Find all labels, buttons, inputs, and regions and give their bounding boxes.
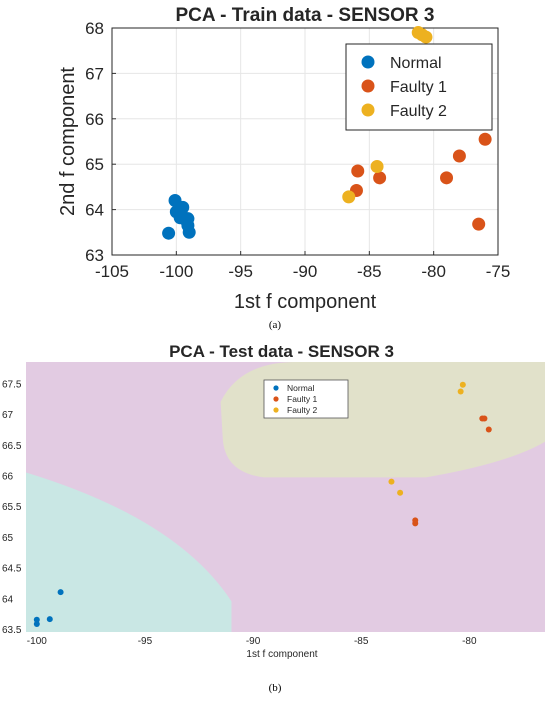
- legend-label-faulty-2: Faulty 2: [287, 405, 318, 415]
- data-point-normal: [57, 589, 64, 596]
- data-point-normal: [46, 616, 53, 623]
- x-tick-label: -90: [246, 636, 261, 647]
- legend-marker-normal: [361, 55, 375, 69]
- x-tick-label: -85: [354, 636, 369, 647]
- data-point-faulty-1: [351, 164, 365, 178]
- data-point-faulty-1: [485, 426, 492, 433]
- plot-frame: [111, 27, 499, 256]
- legend-label-normal: Normal: [287, 383, 315, 393]
- y-tick-label: 64: [85, 201, 104, 220]
- y-tick-label: 65.5: [2, 502, 22, 513]
- chart-a: -105 -100 -95 -90 -85 -80 -75 63 64 65 66 67 68 PCA -…: [57, 5, 511, 313]
- x-tick-label: -85: [357, 262, 382, 281]
- data-point-faulty-2: [370, 159, 384, 173]
- y-tick-label: 66.5: [2, 441, 22, 452]
- data-point-normal: [182, 225, 196, 239]
- legend-marker-faulty-2: [361, 103, 375, 117]
- x-tick-label: -95: [138, 636, 153, 647]
- data-point-faulty-1: [478, 132, 492, 146]
- data-point-normal: [176, 200, 190, 214]
- legend-marker-faulty-1: [273, 396, 279, 402]
- y-axis-label: 2nd f component: [57, 67, 79, 216]
- caption-b: (b): [268, 682, 282, 694]
- caption-a: (a): [268, 319, 282, 331]
- chart-title: PCA - Test data - SENSOR 3: [169, 342, 394, 361]
- x-axis-label: 1st f component: [234, 291, 377, 313]
- data-point-faulty-2: [459, 381, 466, 388]
- x-tick-label: -100: [159, 262, 193, 281]
- legend-label-normal: Normal: [390, 55, 442, 72]
- x-tick-label: -95: [228, 262, 253, 281]
- y-tick-label: 68: [85, 19, 104, 38]
- y-tick-label: 63.5: [2, 625, 22, 636]
- x-tick-label: -80: [462, 636, 477, 647]
- y-tick-label: 63: [85, 246, 104, 265]
- data-point-faulty-1: [412, 517, 419, 524]
- legend-marker-faulty-1: [361, 79, 375, 93]
- x-tick-label: -105: [95, 262, 129, 281]
- data-point-faulty-1: [373, 171, 387, 185]
- data-point-normal: [33, 616, 40, 623]
- y-tick-label: 66: [2, 472, 14, 483]
- x-tick-label: -90: [293, 262, 318, 281]
- x-tick-label: -80: [421, 262, 446, 281]
- data-point-normal: [162, 226, 176, 240]
- y-tick-label: 67.5: [2, 379, 22, 390]
- region-normal: [26, 472, 232, 632]
- chart-title: PCA - Train data - SENSOR 3: [175, 5, 434, 26]
- y-tick-label: 64.5: [2, 564, 22, 575]
- data-point-normal: [181, 212, 195, 226]
- data-point-faulty-1: [452, 149, 466, 163]
- data-point-faulty-1: [481, 415, 488, 422]
- data-point-faulty-2: [397, 489, 404, 496]
- y-tick-label: 66: [85, 110, 104, 129]
- data-point-faulty-2: [342, 190, 356, 204]
- legend-label-faulty-1: Faulty 1: [390, 79, 447, 96]
- x-tick-label: -100: [27, 636, 47, 647]
- y-tick-label: 64: [2, 594, 14, 605]
- legend-marker-faulty-2: [273, 407, 279, 413]
- y-tick-label: 67: [2, 410, 14, 421]
- data-point-faulty-1: [440, 171, 454, 185]
- data-point-faulty-2: [419, 30, 433, 44]
- x-axis-label: 1st f component: [246, 649, 317, 660]
- y-tick-label: 67: [85, 64, 104, 83]
- legend-label-faulty-1: Faulty 1: [287, 394, 318, 404]
- y-tick-label: 65: [2, 533, 14, 544]
- y-tick-label: 65: [85, 155, 104, 174]
- data-point-normal: [33, 621, 40, 628]
- data-point-faulty-2: [457, 388, 464, 395]
- legend-label-faulty-2: Faulty 2: [390, 103, 447, 120]
- x-tick-label: -75: [486, 262, 511, 281]
- data-point-faulty-2: [388, 478, 395, 485]
- region-faulty-2: [220, 362, 545, 478]
- legend-marker-normal: [273, 385, 279, 391]
- data-point-faulty-1: [472, 217, 486, 231]
- chart-b: PCA - Test data - SENSOR 3 -100 -95 -90 -85 -…: [2, 342, 545, 660]
